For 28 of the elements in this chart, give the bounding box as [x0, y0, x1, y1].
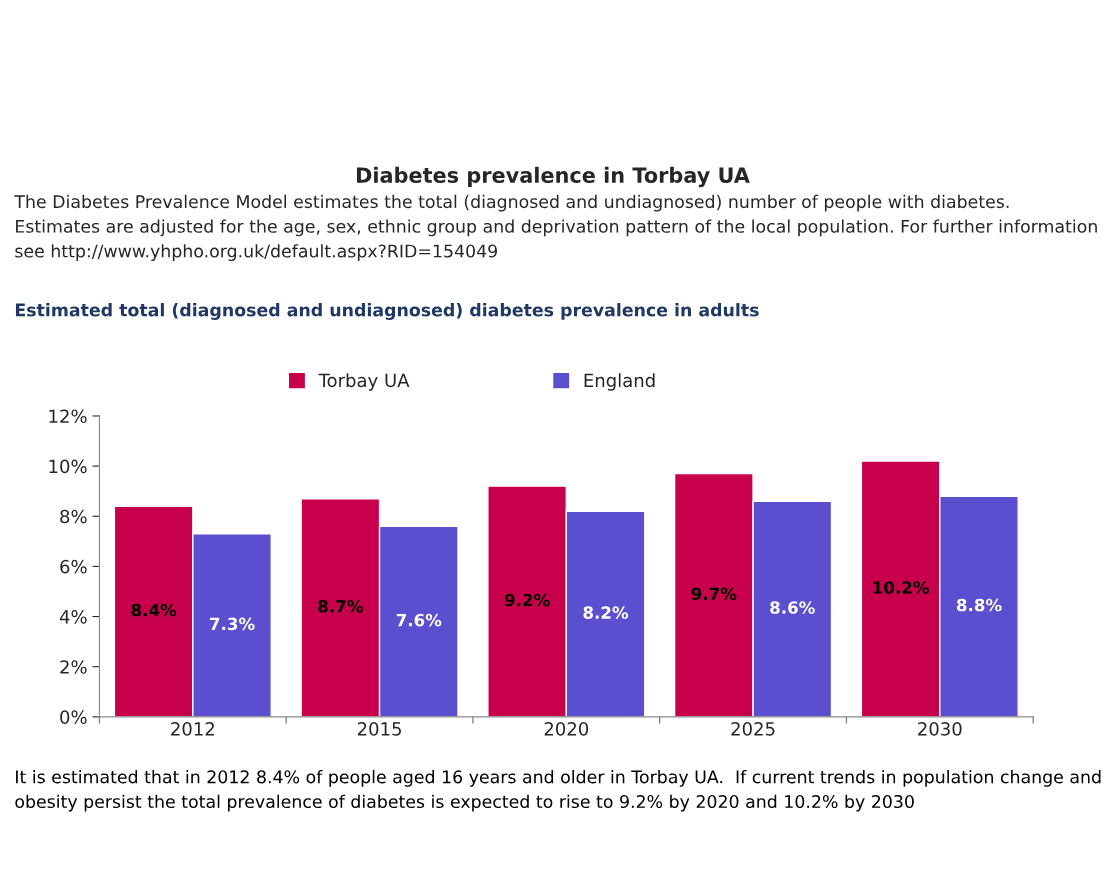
y-tick-label: 6% — [60, 559, 87, 574]
legend-label: Torbay UA — [318, 373, 410, 391]
y-tick-label: 4% — [59, 610, 87, 624]
chart-title: Diabetes prevalence in Torbay UA — [356, 166, 750, 188]
data-label: 8.4% — [131, 603, 177, 617]
text: Estimated total (diagnosed and undiagnosed) diabetes prevalence in adults — [15, 303, 759, 320]
y-tick-label: 2% — [60, 660, 87, 674]
data-label: 10.2% — [873, 581, 929, 594]
data-label: 8.6% — [770, 601, 815, 614]
y-tick-label: 0% — [60, 710, 87, 724]
data-label: 8.7% — [318, 600, 363, 613]
x-tick-label: 2025 — [731, 722, 775, 736]
x-tick-label: 2020 — [544, 722, 589, 736]
x-tick-label: 2015 — [357, 722, 401, 736]
text: It is estimated that in 2012 8.4% of people aged 16 years and older in Torbay UA. If current trends in population change and obesity persist the total prevalence of diabetes is expected to rise to 9.2% by 2020 and 10.2% by 2030 — [15, 769, 1101, 812]
data-label: 7.3% — [210, 617, 255, 631]
y-tick-label: 10% — [49, 459, 87, 474]
data-label: 7.6% — [396, 613, 442, 627]
data-label: 8.8% — [956, 598, 1002, 612]
x-tick-label: 2030 — [918, 722, 962, 736]
data-label: 8.2% — [583, 606, 629, 619]
data-label: 9.2% — [504, 593, 550, 607]
chart-subtitle: The Diabetes Prevalence Model estimates the total (diagnosed and undiagnosed) number of people with diabetes. Estimates are adjusted for the age, sex, ethnic group and deprivation pattern of the local population. For further information see http://www.yhpho.org.uk/default.aspx?RID=154049 — [14, 194, 1097, 261]
legend-label: England — [584, 373, 655, 391]
y-tick-label: 8% — [60, 509, 87, 524]
x-tick-label: 2012 — [171, 722, 214, 736]
data-label: 9.7% — [691, 587, 737, 601]
y-tick-label: 12% — [49, 409, 87, 424]
